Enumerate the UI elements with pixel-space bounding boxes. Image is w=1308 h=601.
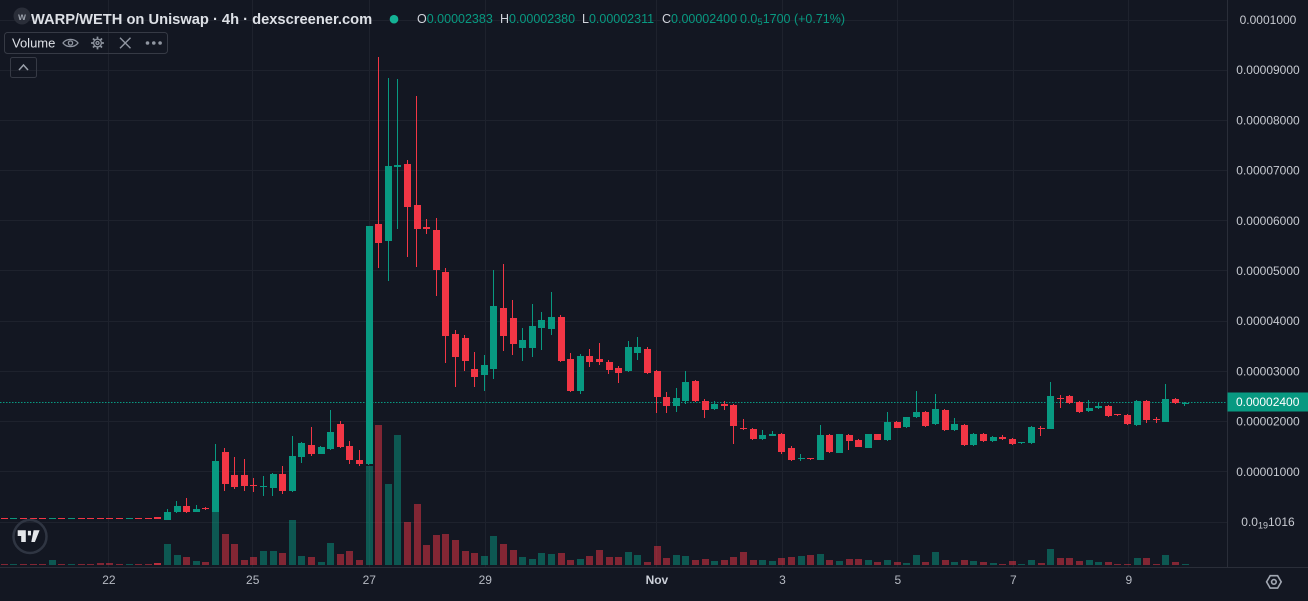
svg-text:0.0001000: 0.0001000	[1240, 13, 1297, 27]
svg-text:5: 5	[895, 573, 902, 587]
svg-text:0.00004000: 0.00004000	[1236, 314, 1300, 328]
svg-text:H0.00002380: H0.00002380	[500, 12, 575, 26]
svg-text:7: 7	[1010, 573, 1017, 587]
svg-text:0.00003000: 0.00003000	[1236, 364, 1300, 378]
svg-text:25: 25	[246, 573, 260, 587]
svg-text:Volume: Volume	[12, 36, 55, 51]
svg-text:0.0191016: 0.0191016	[1241, 515, 1295, 531]
svg-text:C0.00002400: C0.00002400	[662, 12, 737, 26]
svg-text:27: 27	[363, 573, 377, 587]
svg-text:0.00005000: 0.00005000	[1236, 264, 1300, 278]
svg-text:0.00008000: 0.00008000	[1236, 113, 1300, 127]
svg-text:0.00007000: 0.00007000	[1236, 164, 1300, 178]
svg-text:Nov: Nov	[646, 573, 669, 587]
svg-text:0.00002000: 0.00002000	[1236, 415, 1300, 429]
svg-text:9: 9	[1125, 573, 1132, 587]
svg-text:0.00006000: 0.00006000	[1236, 214, 1300, 228]
svg-text:w: w	[17, 12, 26, 23]
svg-text:0.00009000: 0.00009000	[1236, 63, 1300, 77]
svg-text:22: 22	[102, 573, 116, 587]
svg-text:0.00001000: 0.00001000	[1236, 465, 1300, 479]
svg-text:3: 3	[779, 573, 786, 587]
svg-text:29: 29	[479, 573, 493, 587]
svg-text:L0.00002311: L0.00002311	[582, 12, 654, 26]
svg-text:O0.00002383: O0.00002383	[417, 12, 493, 26]
svg-text:WARP/WETH on Uniswap · 4h · de: WARP/WETH on Uniswap · 4h · dexscreener.…	[31, 12, 372, 28]
svg-text:0.051700 (+0.71%): 0.051700 (+0.71%)	[740, 12, 845, 28]
svg-text:0.00002400: 0.00002400	[1236, 395, 1300, 409]
